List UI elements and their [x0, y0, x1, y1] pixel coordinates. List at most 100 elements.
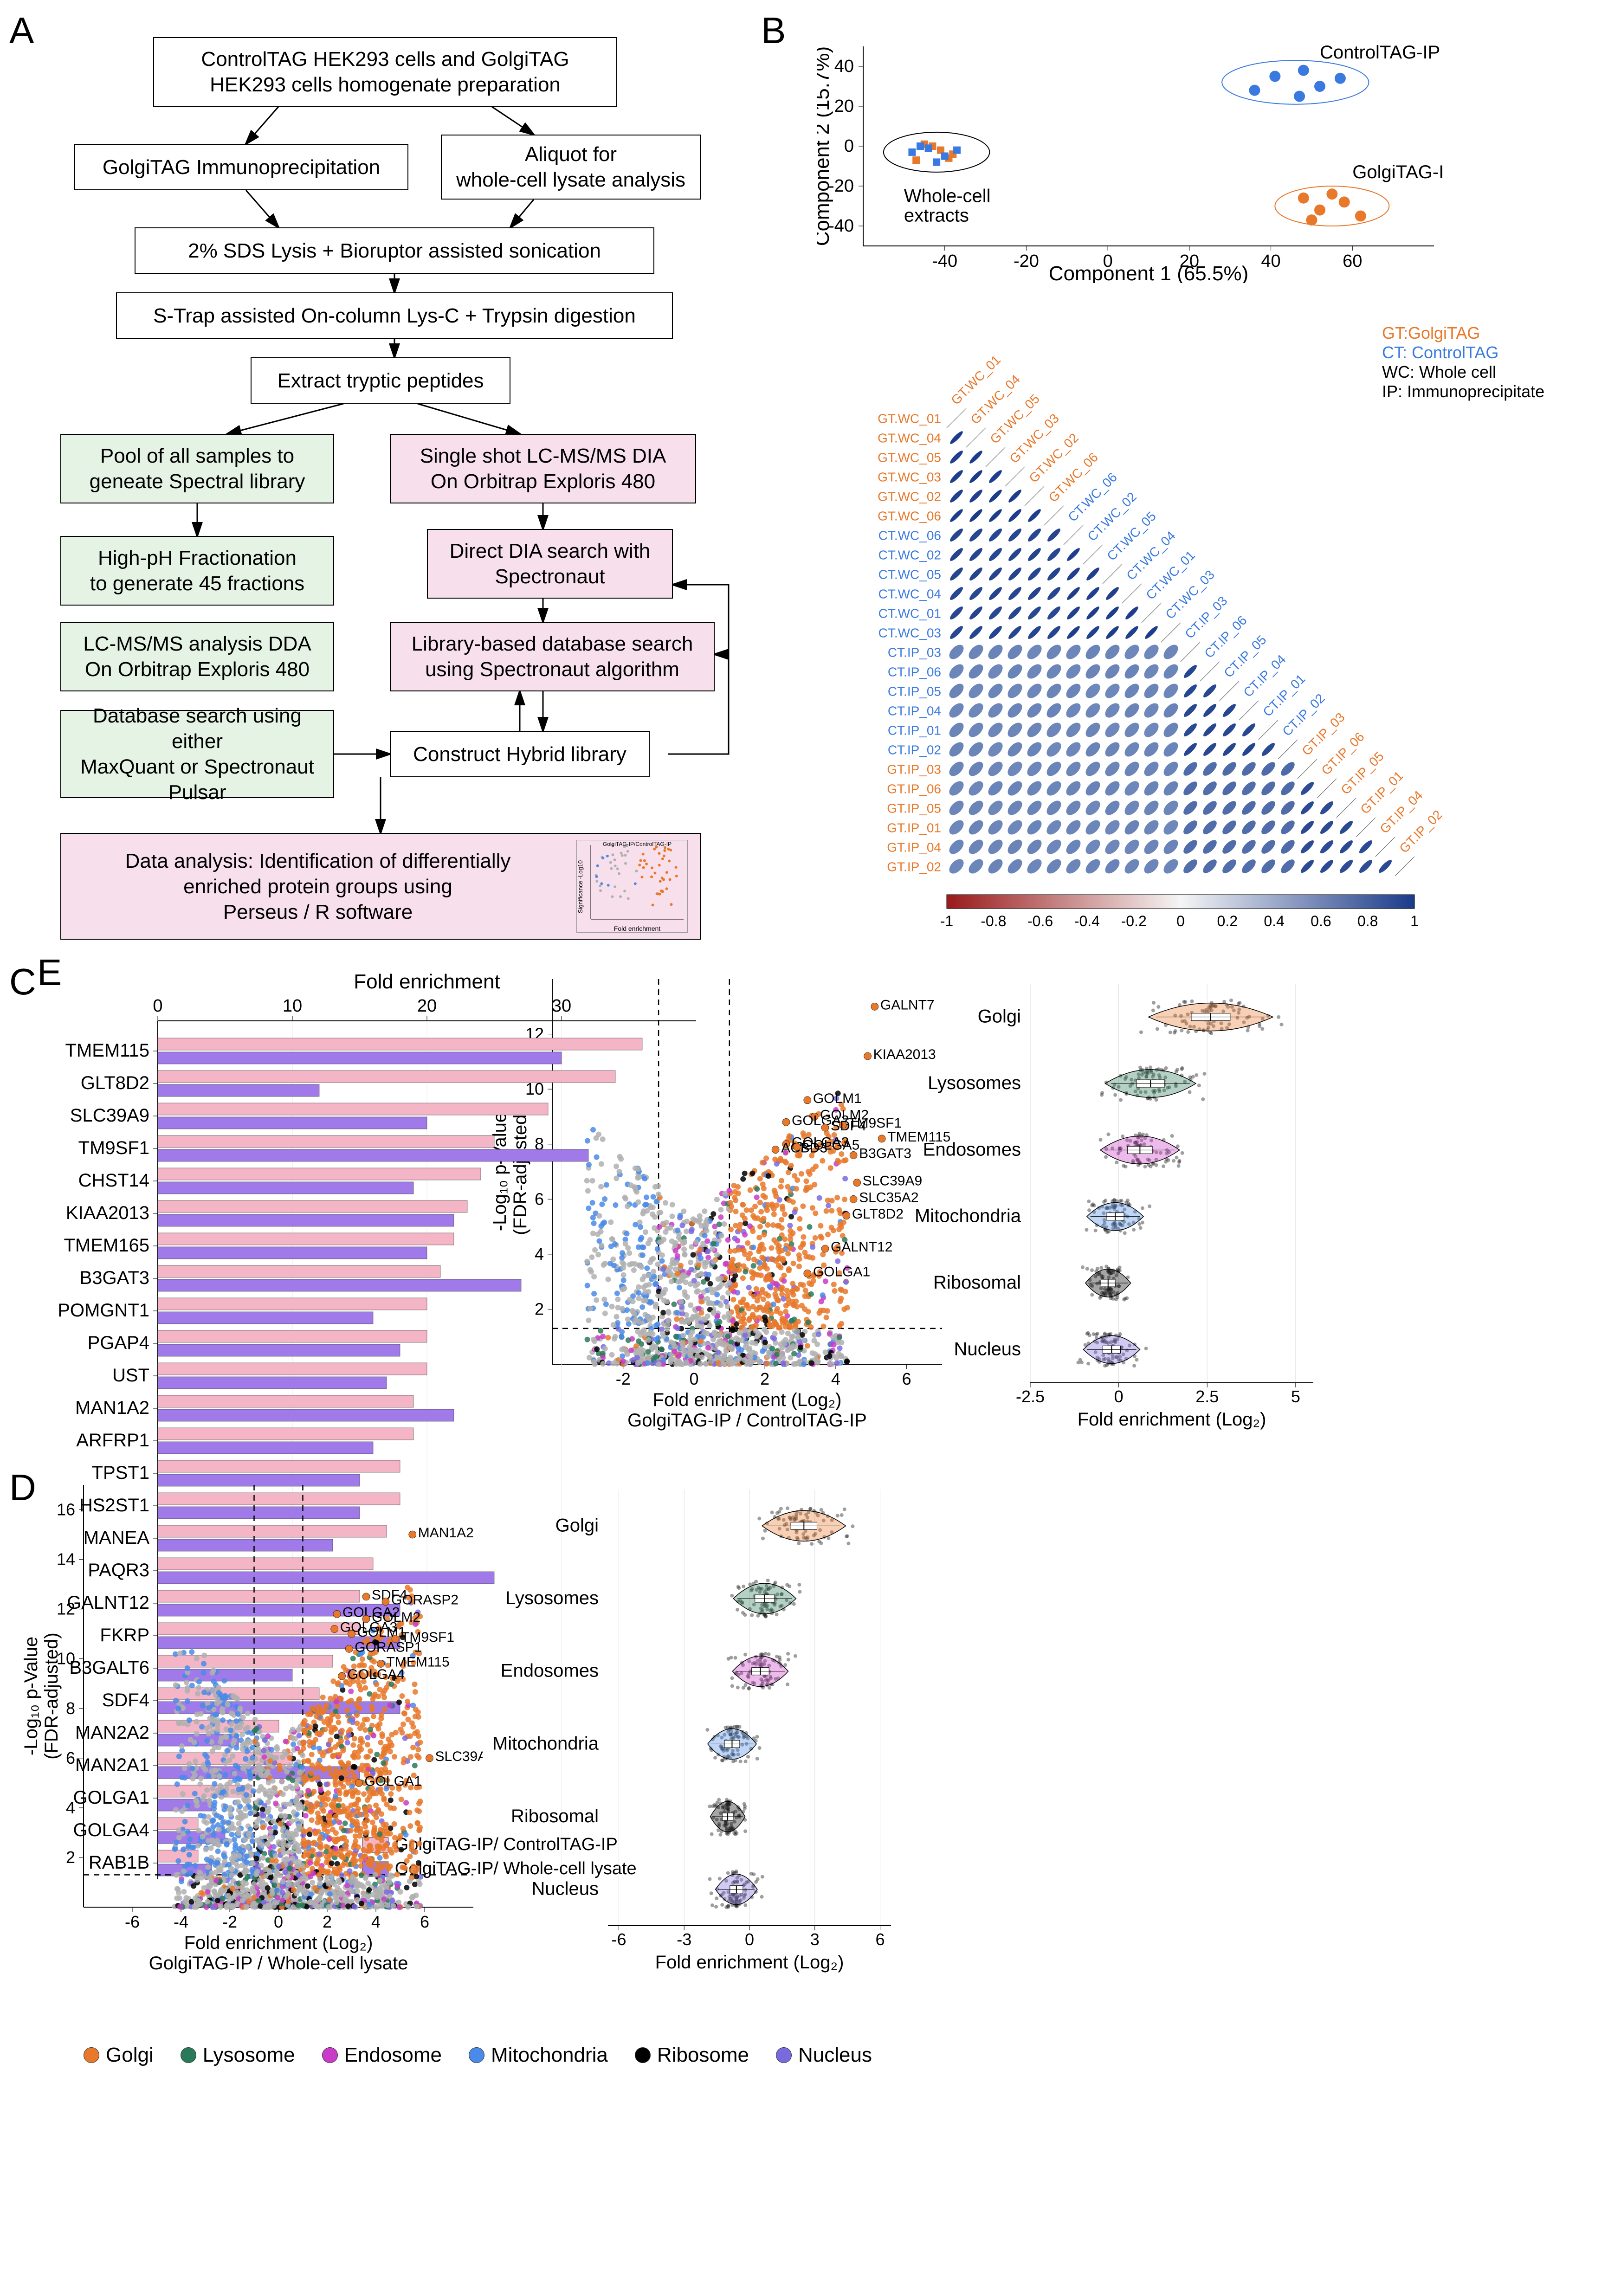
svg-text:GALNT12: GALNT12 — [831, 1239, 892, 1255]
panel-c: C -2024624681012GALNT7KIAA2013GOLM1GOLM2… — [19, 970, 1596, 1457]
svg-text:4: 4 — [66, 1798, 75, 1817]
svg-text:CT.WC_02: CT.WC_02 — [878, 548, 941, 562]
svg-text:GT.WC_05: GT.WC_05 — [878, 451, 941, 465]
svg-text:Nucleus: Nucleus — [954, 1339, 1021, 1359]
svg-text:TMEM165: TMEM165 — [64, 1235, 150, 1256]
svg-text:0.4: 0.4 — [1264, 913, 1284, 928]
svg-text:-20: -20 — [1014, 252, 1039, 271]
legend-label: Lysosome — [203, 2044, 295, 2067]
svg-text:GT.IP_06: GT.IP_06 — [887, 782, 941, 796]
flow-node-n13: Database search using eitherMaxQuant or … — [60, 710, 334, 798]
svg-text:Mitochondria: Mitochondria — [915, 1206, 1021, 1226]
svg-text:CT.IP_03: CT.IP_03 — [888, 645, 941, 660]
svg-text:UST: UST — [112, 1365, 149, 1386]
svg-text:B3GAT3: B3GAT3 — [859, 1146, 911, 1161]
correlation-matrix: GT:GolgiTAGCT: ControlTAGWC: Whole cellI… — [817, 325, 1559, 928]
svg-text:30: 30 — [552, 996, 571, 1016]
legend-swatch-icon — [181, 2047, 196, 2063]
svg-text:8: 8 — [66, 1699, 75, 1718]
svg-text:-1: -1 — [940, 913, 953, 928]
legend-label: Mitochondria — [491, 2044, 608, 2067]
svg-text:5: 5 — [1291, 1387, 1300, 1406]
svg-text:2: 2 — [323, 1912, 332, 1931]
legend-swatch-icon — [84, 2047, 99, 2063]
svg-text:CHST14: CHST14 — [78, 1170, 149, 1191]
svg-text:-0.8: -0.8 — [981, 913, 1006, 928]
svg-text:B3GAT3: B3GAT3 — [80, 1268, 149, 1288]
svg-text:Lysosomes: Lysosomes — [928, 1073, 1021, 1093]
legend-label: Ribosome — [657, 2044, 749, 2067]
svg-text:2: 2 — [66, 1848, 75, 1867]
svg-text:CT.IP_02: CT.IP_02 — [888, 743, 941, 757]
svg-text:GT.IP_02: GT.IP_02 — [887, 860, 941, 874]
svg-text:CT.IP_04: CT.IP_04 — [888, 704, 941, 718]
svg-text:12: 12 — [57, 1599, 75, 1619]
svg-text:TM9SF1: TM9SF1 — [78, 1138, 149, 1158]
svg-text:IP: Immunoprecipitate: IP: Immunoprecipitate — [1382, 382, 1544, 401]
svg-text:60: 60 — [1343, 252, 1362, 271]
legend-item-endosome: Endosome — [322, 2044, 442, 2067]
svg-text:16: 16 — [57, 1500, 75, 1519]
svg-text:40: 40 — [1261, 252, 1280, 271]
svg-text:20: 20 — [417, 996, 437, 1016]
svg-text:0.6: 0.6 — [1311, 913, 1331, 928]
figure-grid: A ControlTAG HEK293 cells and GolgiTAGHE… — [19, 19, 1589, 2069]
svg-text:0.8: 0.8 — [1357, 913, 1378, 928]
svg-text:GT.IP_03: GT.IP_03 — [887, 762, 941, 777]
svg-text:TMEM115: TMEM115 — [65, 1040, 149, 1061]
flowchart: ControlTAG HEK293 cells and GolgiTAGHEK2… — [19, 19, 733, 951]
svg-text:Endosomes: Endosomes — [923, 1139, 1021, 1160]
svg-text:CT.WC_04: CT.WC_04 — [878, 587, 941, 601]
violin-c: GolgiLysosomesEndosomesMitochondriaRibos… — [910, 970, 1608, 1436]
svg-text:1: 1 — [1410, 913, 1419, 928]
svg-text:GT.IP_05: GT.IP_05 — [887, 801, 941, 816]
svg-text:CT.WC_05: CT.WC_05 — [878, 568, 941, 582]
svg-text:0: 0 — [1114, 1387, 1124, 1406]
svg-text:14: 14 — [57, 1550, 75, 1569]
panel-a: A ControlTAG HEK293 cells and GolgiTAGHE… — [19, 19, 733, 951]
svg-text:GOLM1: GOLM1 — [813, 1091, 862, 1106]
legend-swatch-icon — [469, 2047, 484, 2063]
svg-text:40: 40 — [834, 57, 854, 76]
svg-text:CT.WC_06: CT.WC_06 — [878, 529, 941, 543]
svg-text:GT.WC_04: GT.WC_04 — [878, 431, 941, 445]
svg-text:-0.4: -0.4 — [1074, 913, 1100, 928]
legend-swatch-icon — [776, 2047, 792, 2063]
svg-text:GT.WC_06: GT.WC_06 — [878, 509, 941, 523]
svg-text:Ribosomal: Ribosomal — [933, 1272, 1021, 1293]
volcano-d: -6-4-20246246810121416MAN1A2SDF4GORASP2G… — [19, 1476, 483, 2032]
svg-text:0: 0 — [1176, 913, 1185, 928]
flow-node-n2: GolgiTAG Immunoprecipitation — [74, 144, 408, 190]
flow-node-n1: ControlTAG HEK293 cells and GolgiTAGHEK2… — [153, 37, 617, 107]
svg-text:-2: -2 — [222, 1912, 237, 1931]
svg-text:GT.WC_01: GT.WC_01 — [878, 412, 941, 426]
svg-text:GLT8D2: GLT8D2 — [81, 1073, 149, 1093]
svg-text:-0.2: -0.2 — [1121, 913, 1147, 928]
svg-text:4: 4 — [831, 1369, 840, 1388]
flow-node-n5: S-Trap assisted On-column Lys-C + Trypsi… — [116, 292, 673, 339]
svg-text:extracts: extracts — [904, 205, 969, 226]
svg-text:GT:GolgiTAG: GT:GolgiTAG — [1382, 325, 1480, 342]
svg-text:0: 0 — [844, 136, 854, 156]
svg-text:CT.IP_05: CT.IP_05 — [888, 684, 941, 699]
svg-text:-4: -4 — [174, 1912, 188, 1931]
svg-text:GT.WC_03: GT.WC_03 — [878, 470, 941, 484]
organelle-legend: GolgiLysosomeEndosomeMitochondriaRibosom… — [19, 2042, 1596, 2069]
svg-text:0.2: 0.2 — [1217, 913, 1238, 928]
svg-text:GolgiTAG-IP/ControlTAG-IP: GolgiTAG-IP/ControlTAG-IP — [603, 841, 672, 847]
svg-text:Component 2 (15.7%): Component 2 (15.7%) — [817, 46, 833, 246]
legend-swatch-icon — [635, 2047, 651, 2063]
pca-plot: -40-200204060-40-2002040Whole-cellextrac… — [817, 37, 1443, 283]
svg-text:2: 2 — [760, 1369, 769, 1388]
svg-text:-0.6: -0.6 — [1027, 913, 1053, 928]
flow-node-n3: Aliquot forwhole-cell lysate analysis — [441, 135, 701, 200]
svg-text:Fold enrichment: Fold enrichment — [354, 970, 500, 993]
legend-swatch-icon — [322, 2047, 338, 2063]
flow-node-n10: Direct DIA search withSpectronaut — [427, 529, 673, 599]
flow-node-n14: Construct Hybrid library — [390, 731, 650, 777]
svg-text:GLT8D2: GLT8D2 — [852, 1206, 904, 1222]
svg-text:POMGNT1: POMGNT1 — [58, 1300, 149, 1321]
svg-text:WC: Whole cell: WC: Whole cell — [1382, 362, 1496, 381]
svg-text:0: 0 — [274, 1912, 283, 1931]
svg-text:GT.IP_04: GT.IP_04 — [887, 840, 941, 855]
